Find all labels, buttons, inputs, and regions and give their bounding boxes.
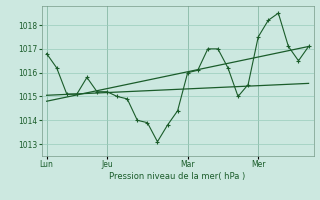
X-axis label: Pression niveau de la mer( hPa ): Pression niveau de la mer( hPa ) — [109, 172, 246, 181]
